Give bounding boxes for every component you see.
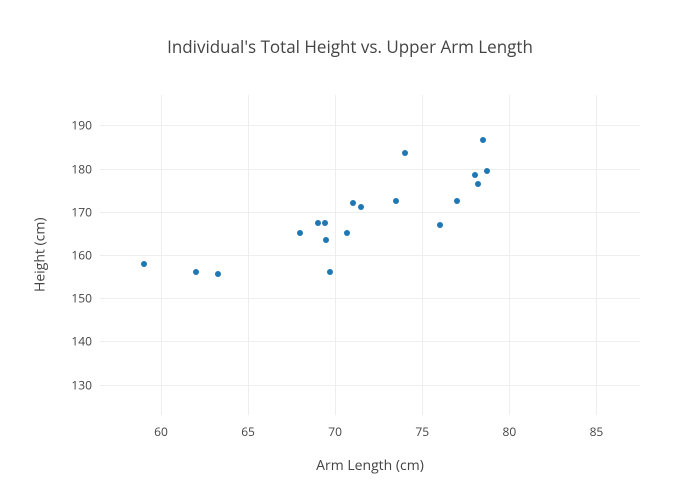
x-tick-label: 70 (328, 423, 342, 440)
data-point (437, 222, 443, 228)
chart-title: Individual's Total Height vs. Upper Arm … (0, 35, 700, 58)
grid-line-horizontal (100, 255, 640, 256)
chart-container: Individual's Total Height vs. Upper Arm … (0, 0, 700, 500)
x-tick-label: 75 (415, 423, 429, 440)
data-point (393, 198, 399, 204)
data-point (475, 181, 481, 187)
y-tick-label: 140 (52, 333, 92, 350)
data-point (215, 271, 221, 277)
data-point (454, 198, 460, 204)
grid-line-horizontal (100, 212, 640, 213)
data-point (315, 220, 321, 226)
data-point (480, 137, 486, 143)
data-point (402, 150, 408, 156)
grid-line-horizontal (100, 169, 640, 170)
y-axis-label: Height (cm) (30, 95, 50, 415)
y-tick-label: 160 (52, 247, 92, 264)
x-tick-label: 85 (590, 423, 604, 440)
x-tick-label: 60 (154, 423, 168, 440)
grid-line-horizontal (100, 298, 640, 299)
data-point (322, 220, 328, 226)
data-point (297, 230, 303, 236)
y-tick-label: 180 (52, 160, 92, 177)
data-point (350, 200, 356, 206)
plot-area (100, 95, 640, 415)
grid-line-horizontal (100, 341, 640, 342)
x-tick-label: 80 (502, 423, 516, 440)
y-tick-label: 190 (52, 117, 92, 134)
grid-line-horizontal (100, 125, 640, 126)
data-point (344, 230, 350, 236)
data-point (327, 269, 333, 275)
x-tick-label: 65 (241, 423, 255, 440)
data-point (141, 261, 147, 267)
y-tick-label: 170 (52, 203, 92, 220)
data-point (358, 204, 364, 210)
data-point (484, 168, 490, 174)
x-axis-label: Arm Length (cm) (100, 456, 640, 475)
y-tick-label: 130 (52, 376, 92, 393)
data-point (193, 269, 199, 275)
y-tick-label: 150 (52, 290, 92, 307)
data-point (472, 172, 478, 178)
data-point (323, 237, 329, 243)
grid-line-horizontal (100, 385, 640, 386)
